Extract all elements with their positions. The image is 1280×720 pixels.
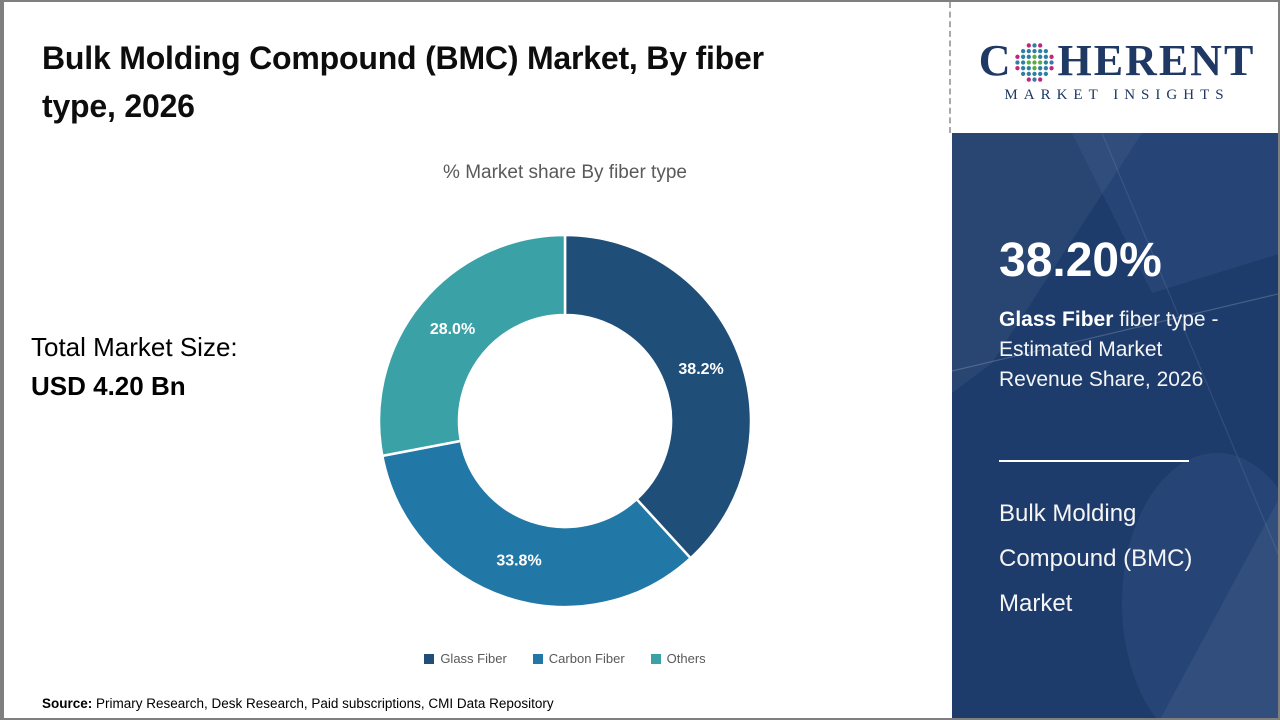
- globe-dots-icon: [1015, 42, 1055, 82]
- brand-logo: C HERENT MARKET INSIGHTS: [952, 2, 1278, 133]
- headline-share-description: Glass Fiber fiber type - Estimated Marke…: [999, 305, 1244, 395]
- legend-item-others: Others: [650, 651, 706, 666]
- world-map-texture: [952, 133, 1278, 718]
- page-title-line-2: type, 2026: [42, 88, 195, 124]
- source-label: Source:: [42, 696, 93, 711]
- headline-share-rest: fiber type - Estimated Market Revenue Sh…: [999, 308, 1219, 391]
- dashed-separator: [949, 2, 951, 133]
- brand-subtitle: MARKET INSIGHTS: [1004, 87, 1230, 103]
- chart-title: % Market share By fiber type: [443, 162, 687, 183]
- sidebar-market-name: Bulk Molding Compound (BMC) Market: [999, 500, 1193, 617]
- donut-slice-others: [377, 233, 567, 458]
- headline-share-segment: Glass Fiber: [999, 308, 1114, 331]
- donut-slice-carbon-fiber: [381, 439, 692, 609]
- sidebar-divider: [999, 460, 1189, 462]
- legend-label: Others: [666, 651, 706, 666]
- source-text: Primary Research, Desk Research, Paid su…: [92, 696, 554, 711]
- page-title: Bulk Molding Compound (BMC) Market, By f…: [42, 34, 922, 130]
- page-title-line-1: Bulk Molding Compound (BMC) Market, By f…: [42, 40, 764, 76]
- legend-label: Glass Fiber: [440, 651, 507, 666]
- brand-wordmark-end: HERENT: [1057, 36, 1256, 85]
- legend-swatch-icon: [650, 653, 661, 664]
- legend-item-glass-fiber: Glass Fiber: [424, 651, 507, 666]
- total-market-size-value: USD 4.20 Bn: [31, 371, 186, 401]
- donut-slice-glass-fiber: [563, 233, 753, 560]
- donut-chart-svg: 38.2% 33.8% 28.0%: [377, 233, 753, 609]
- brand-wordmark: C HERENT: [979, 39, 1256, 83]
- legend-label: Carbon Fiber: [548, 651, 625, 666]
- total-market-size: Total Market Size: USD 4.20 Bn: [31, 328, 238, 406]
- slice-label-others: 28.0%: [430, 321, 475, 338]
- legend-item-carbon-fiber: Carbon Fiber: [532, 651, 625, 666]
- headline-share-value: 38.20%: [999, 234, 1162, 287]
- legend-swatch-icon: [532, 653, 543, 664]
- slice-label-glass-fiber: 38.2%: [678, 361, 723, 378]
- source-note: Source: Primary Research, Desk Research,…: [42, 696, 554, 711]
- legend-swatch-icon: [424, 653, 435, 664]
- donut-chart: 38.2% 33.8% 28.0%: [365, 221, 765, 621]
- highlight-panel: 38.20% Glass Fiber fiber type - Estimate…: [952, 133, 1278, 718]
- chart-legend: Glass Fiber Carbon Fiber Others: [165, 651, 965, 666]
- slice-label-carbon-fiber: 33.8%: [496, 553, 541, 570]
- brand-wordmark-start: C: [978, 36, 1013, 85]
- total-market-size-label: Total Market Size:: [31, 332, 238, 362]
